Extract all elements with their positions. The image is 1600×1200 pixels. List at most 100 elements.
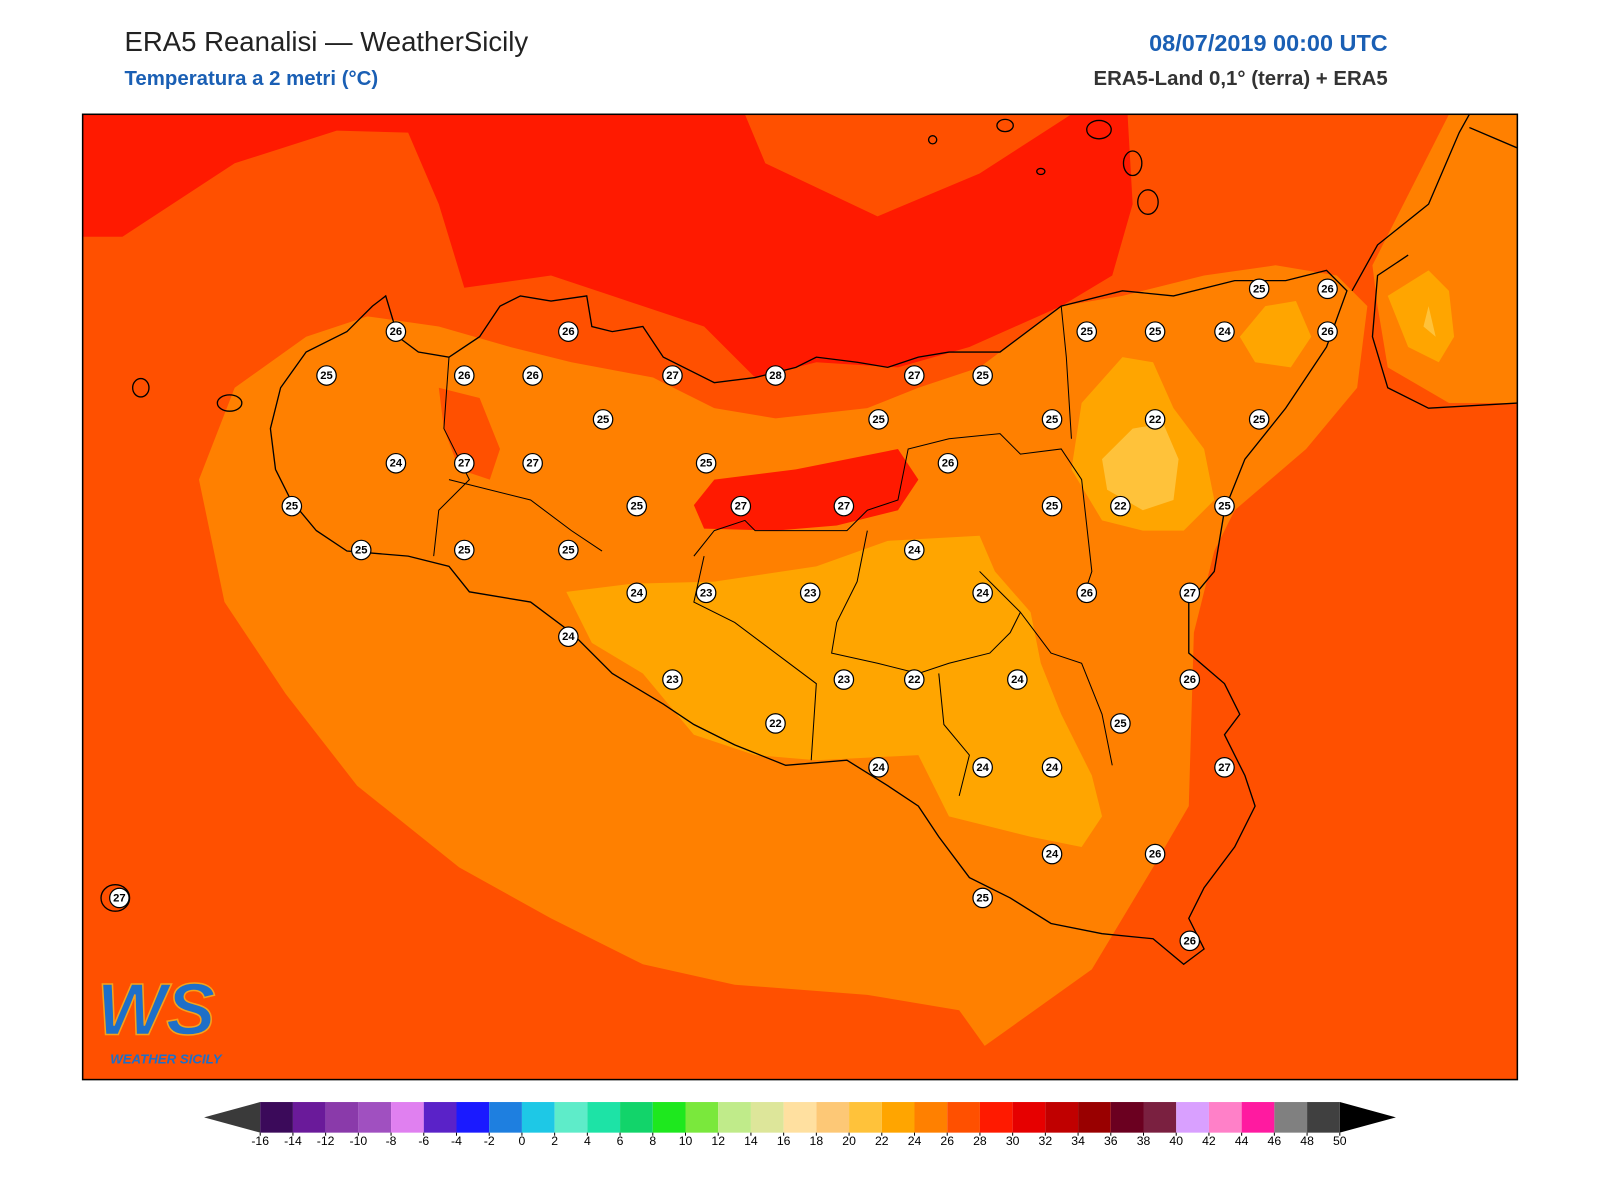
colorbar-bin <box>1045 1102 1079 1133</box>
station-marker <box>522 452 543 474</box>
subtitle: Temperatura a 2 metri (°C) <box>124 68 378 90</box>
station-marker <box>833 669 855 690</box>
colorbar-tick-label: -2 <box>484 1134 495 1148</box>
station-marker <box>833 495 855 517</box>
colorbar-bin <box>979 1102 1013 1133</box>
island <box>996 118 1014 133</box>
colorbar-bin <box>292 1102 326 1133</box>
colorbar-bin <box>947 1102 980 1133</box>
island <box>131 377 150 398</box>
station-marker <box>972 887 993 909</box>
station-marker <box>1317 321 1338 342</box>
colorbar-bin <box>849 1102 882 1133</box>
temperature-field <box>82 114 1518 1080</box>
colorbar-bin <box>1143 1102 1177 1133</box>
station-value: 23 <box>666 674 678 686</box>
station-value: 24 <box>908 544 921 556</box>
station-marker <box>1007 669 1028 690</box>
station-marker <box>1179 582 1201 604</box>
station-value: 24 <box>872 762 885 774</box>
colorbar-tick-label: 34 <box>1071 1134 1085 1148</box>
station-value: 27 <box>838 501 850 513</box>
colorbar-bin <box>1307 1102 1340 1133</box>
station-value: 25 <box>1114 718 1126 730</box>
colorbar-bin <box>652 1102 686 1133</box>
station-value: 27 <box>458 458 470 470</box>
station-marker <box>1214 321 1235 342</box>
colorbar-tick-label: -12 <box>317 1134 335 1148</box>
colorbar-bin <box>1176 1102 1209 1133</box>
station-marker <box>1179 669 1201 690</box>
colorbar-under <box>204 1102 261 1133</box>
map-frame <box>81 113 1519 1081</box>
station-value: 25 <box>1218 501 1230 513</box>
station-value: 25 <box>355 544 367 556</box>
colorbar-tick-label: 16 <box>777 1134 791 1148</box>
station-marker <box>453 539 475 561</box>
station-marker <box>662 365 683 386</box>
station-value: 26 <box>458 370 470 382</box>
colorbar-tick-label: 18 <box>810 1134 824 1148</box>
station-value: 25 <box>286 501 298 513</box>
station-value: 24 <box>1011 674 1024 686</box>
station-value: 27 <box>1218 762 1230 774</box>
island <box>216 394 243 412</box>
station-value: 26 <box>390 326 402 338</box>
colorbar-tick-label: 38 <box>1137 1134 1151 1148</box>
colorbar-bin <box>554 1102 588 1133</box>
station-value: 24 <box>976 762 989 774</box>
title: ERA5 Reanalisi — WeatherSicily <box>124 26 528 57</box>
colorbar-tick-label: 20 <box>842 1134 856 1148</box>
station-marker <box>903 365 925 386</box>
logo: WS WEATHER SICILY <box>96 967 223 1067</box>
colorbar-over <box>1339 1102 1396 1133</box>
colorbar-tick-label: 12 <box>711 1134 725 1148</box>
station-marker <box>1041 757 1063 778</box>
station-value: 24 <box>562 631 575 643</box>
station-marker <box>972 757 993 778</box>
colorbar-tick-label: 8 <box>649 1134 656 1148</box>
station-marker <box>972 365 993 386</box>
colorbar-bin <box>620 1102 653 1133</box>
station-marker <box>1144 843 1166 865</box>
source: ERA5-Land 0,1° (terra) + ERA5 <box>1093 68 1387 90</box>
station-value: 23 <box>700 587 712 599</box>
station-value: 26 <box>942 458 954 470</box>
station-value: 25 <box>976 370 988 382</box>
temperature-zone <box>1102 423 1179 511</box>
station-value: 24 <box>390 458 403 470</box>
colorbar-bin <box>260 1102 293 1133</box>
station-marker <box>558 626 579 648</box>
station-marker <box>937 452 959 474</box>
station-marker <box>385 321 407 342</box>
colorbar-bin <box>423 1102 457 1133</box>
station-value: 27 <box>666 370 678 382</box>
stations: 26 26 25 26 26 27 28 27 25 25 25 24 25 26 26 25 25 25 22 25… <box>109 278 1338 952</box>
colorbar-tick-label: -14 <box>284 1134 302 1148</box>
station-marker <box>730 495 752 517</box>
province-borders <box>433 306 1113 797</box>
station-value: 24 <box>976 587 989 599</box>
colorbar-tick-label: 46 <box>1268 1134 1282 1148</box>
colorbar-bin <box>391 1102 424 1133</box>
station-value: 24 <box>1046 762 1059 774</box>
station-value: 22 <box>769 718 781 730</box>
station-value: 25 <box>320 370 332 382</box>
colorbar-tick-label: 26 <box>940 1134 954 1148</box>
station-value: 26 <box>526 370 538 382</box>
station-marker <box>1041 843 1063 865</box>
station-marker <box>350 539 372 561</box>
colorbar-tick-label: -4 <box>451 1134 462 1148</box>
colorbar-bin <box>881 1102 915 1133</box>
station-marker <box>1179 930 1201 952</box>
calabria-coast <box>1351 114 1518 409</box>
station-value: 26 <box>562 326 574 338</box>
island <box>1122 150 1143 177</box>
colorbar-bin <box>1274 1102 1308 1133</box>
station-marker <box>385 452 407 474</box>
station-value: 22 <box>908 674 920 686</box>
station-marker <box>1144 409 1166 430</box>
station-marker <box>662 669 683 690</box>
station-value: 27 <box>1184 587 1196 599</box>
station-value: 28 <box>769 370 781 382</box>
